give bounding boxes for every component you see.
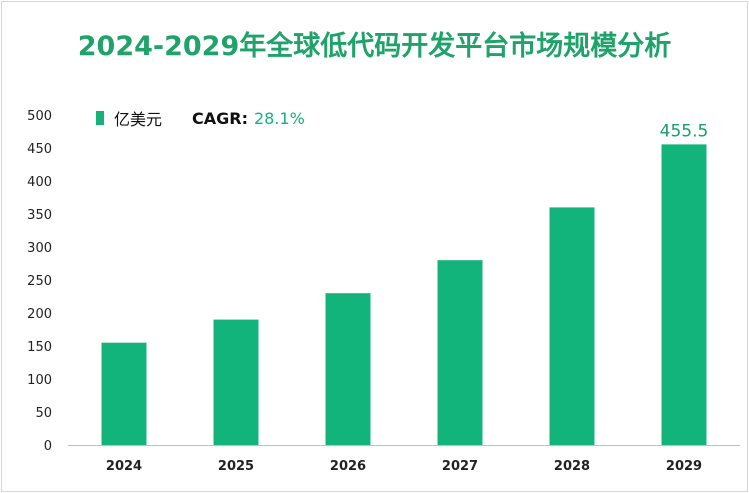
y-tick-label: 100: [27, 373, 52, 388]
y-tick-label: 150: [27, 340, 52, 355]
legend-swatch: [96, 111, 104, 125]
y-tick-label: 0: [44, 439, 52, 454]
legend-series-label: 亿美元: [114, 110, 163, 129]
y-tick-label: 200: [27, 307, 52, 322]
cagr-value: 28.1%: [254, 108, 305, 128]
y-tick-label: 500: [27, 109, 52, 124]
bar: [549, 207, 595, 445]
x-tick-label: 2024: [106, 459, 142, 474]
y-tick-label: 50: [35, 406, 52, 421]
legend: 亿美元 CAGR: 28.1%: [96, 106, 305, 130]
y-tick-label: 400: [27, 175, 52, 190]
x-tick-label: 2026: [330, 459, 366, 474]
y-tick-label: 450: [27, 142, 52, 157]
y-tick-label: 350: [27, 208, 52, 223]
chart-title: 2024-2029年全球低代码开发平台市场规模分析: [77, 31, 672, 62]
cagr-label: CAGR:: [192, 108, 248, 128]
y-tick-label: 250: [27, 274, 52, 289]
bar: [101, 342, 147, 445]
bar: [325, 293, 371, 445]
y-tick-label: 300: [27, 241, 52, 256]
x-tick-label: 2029: [666, 459, 702, 474]
x-tick-label: 2025: [218, 459, 254, 474]
data-label: 455.5: [660, 121, 709, 141]
bar: [213, 319, 259, 445]
x-tick-label: 2027: [442, 459, 478, 474]
bar: [437, 260, 483, 445]
x-tick-label: 2028: [554, 459, 590, 474]
bar: [661, 144, 707, 445]
